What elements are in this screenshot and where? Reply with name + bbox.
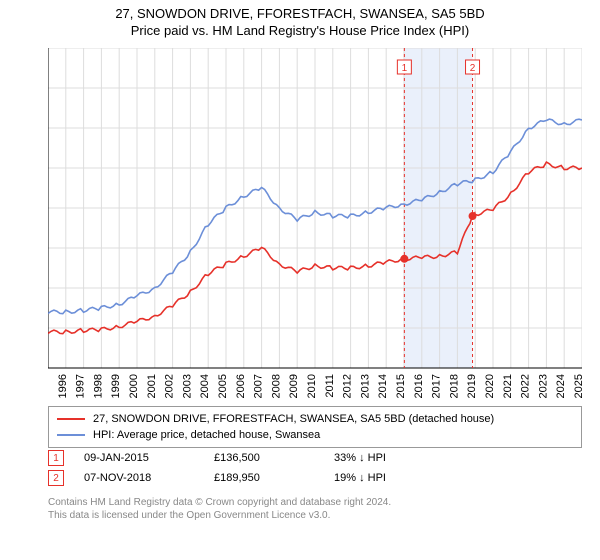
title-block: 27, SNOWDON DRIVE, FFORESTFACH, SWANSEA,…: [0, 0, 600, 40]
svg-text:2022: 2022: [520, 374, 532, 398]
marker-pct: 33% ↓ HPI: [334, 452, 454, 464]
marker-price: £136,500: [214, 452, 334, 464]
svg-text:1996: 1996: [57, 374, 69, 398]
marker-badge: 2: [48, 470, 64, 486]
marker-date: 09-JAN-2015: [84, 452, 214, 464]
legend-swatch: [57, 418, 85, 420]
legend-label: HPI: Average price, detached house, Swan…: [93, 429, 320, 441]
footer: Contains HM Land Registry data © Crown c…: [48, 496, 582, 522]
chart-title: 27, SNOWDON DRIVE, FFORESTFACH, SWANSEA,…: [0, 6, 600, 21]
svg-text:2: 2: [470, 63, 476, 74]
svg-text:1999: 1999: [110, 374, 122, 398]
svg-text:2013: 2013: [359, 374, 371, 398]
svg-text:2002: 2002: [164, 374, 176, 398]
svg-text:1998: 1998: [92, 374, 104, 398]
svg-text:2021: 2021: [502, 374, 514, 398]
footer-line: This data is licensed under the Open Gov…: [48, 509, 582, 522]
svg-text:2019: 2019: [466, 374, 478, 398]
marker-pct: 19% ↓ HPI: [334, 472, 454, 484]
legend-row: 27, SNOWDON DRIVE, FFORESTFACH, SWANSEA,…: [57, 411, 573, 427]
svg-text:2023: 2023: [537, 374, 549, 398]
svg-text:2008: 2008: [270, 374, 282, 398]
svg-text:2016: 2016: [413, 374, 425, 398]
svg-text:2014: 2014: [377, 374, 389, 398]
line-chart: £0£50K£100K£150K£200K£250K£300K£350K£400…: [48, 48, 582, 398]
marker-date: 07-NOV-2018: [84, 472, 214, 484]
svg-text:2017: 2017: [431, 374, 443, 398]
svg-text:1997: 1997: [75, 374, 87, 398]
svg-text:2020: 2020: [484, 374, 496, 398]
svg-text:2009: 2009: [288, 374, 300, 398]
svg-text:2007: 2007: [253, 374, 265, 398]
svg-text:1995: 1995: [48, 374, 51, 398]
svg-text:1: 1: [402, 63, 408, 74]
marker-table-row: 1 09-JAN-2015 £136,500 33% ↓ HPI: [48, 448, 582, 468]
svg-text:2010: 2010: [306, 374, 318, 398]
chart-subtitle: Price paid vs. HM Land Registry's House …: [0, 23, 600, 38]
marker-table-row: 2 07-NOV-2018 £189,950 19% ↓ HPI: [48, 468, 582, 488]
legend-swatch: [57, 434, 85, 436]
svg-text:2001: 2001: [146, 374, 158, 398]
svg-text:2005: 2005: [217, 374, 229, 398]
svg-text:2003: 2003: [181, 374, 193, 398]
svg-text:2024: 2024: [555, 374, 567, 398]
marker-price: £189,950: [214, 472, 334, 484]
legend-row: HPI: Average price, detached house, Swan…: [57, 427, 573, 443]
svg-text:2004: 2004: [199, 374, 211, 398]
legend-label: 27, SNOWDON DRIVE, FFORESTFACH, SWANSEA,…: [93, 413, 494, 425]
svg-text:2012: 2012: [342, 374, 354, 398]
svg-text:2018: 2018: [448, 374, 460, 398]
svg-text:2011: 2011: [324, 374, 336, 398]
svg-text:2000: 2000: [128, 374, 140, 398]
marker-badge: 1: [48, 450, 64, 466]
legend: 27, SNOWDON DRIVE, FFORESTFACH, SWANSEA,…: [48, 406, 582, 448]
footer-line: Contains HM Land Registry data © Crown c…: [48, 496, 582, 509]
chart-area: £0£50K£100K£150K£200K£250K£300K£350K£400…: [48, 48, 582, 398]
marker-table: 1 09-JAN-2015 £136,500 33% ↓ HPI 2 07-NO…: [48, 448, 582, 488]
svg-text:2006: 2006: [235, 374, 247, 398]
svg-text:2025: 2025: [573, 374, 582, 398]
svg-text:2015: 2015: [395, 374, 407, 398]
